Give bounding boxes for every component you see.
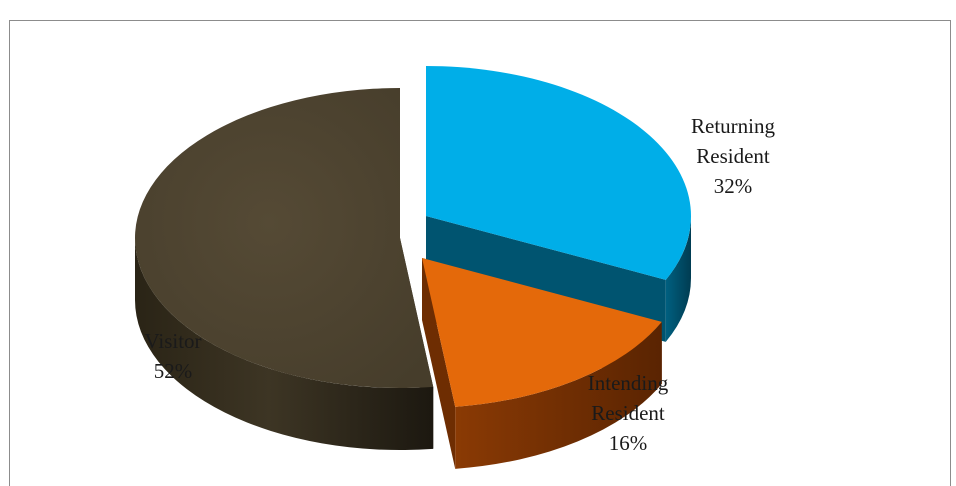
slice-intending-resident	[422, 258, 662, 407]
chart-frame	[9, 20, 951, 486]
slice-side-returning-resident	[665, 216, 691, 342]
slice-side-visitor	[135, 238, 434, 450]
slice-label-returning-resident: Returning Resident 32%	[691, 114, 775, 198]
slice-label-visitor: Visitor 52%	[144, 329, 201, 383]
slice-label-intending-resident: Intending Resident 16%	[588, 371, 669, 455]
slice-visitor	[135, 88, 434, 388]
slice-side-intending-resident	[455, 321, 662, 469]
slice-returning-resident	[426, 66, 692, 280]
